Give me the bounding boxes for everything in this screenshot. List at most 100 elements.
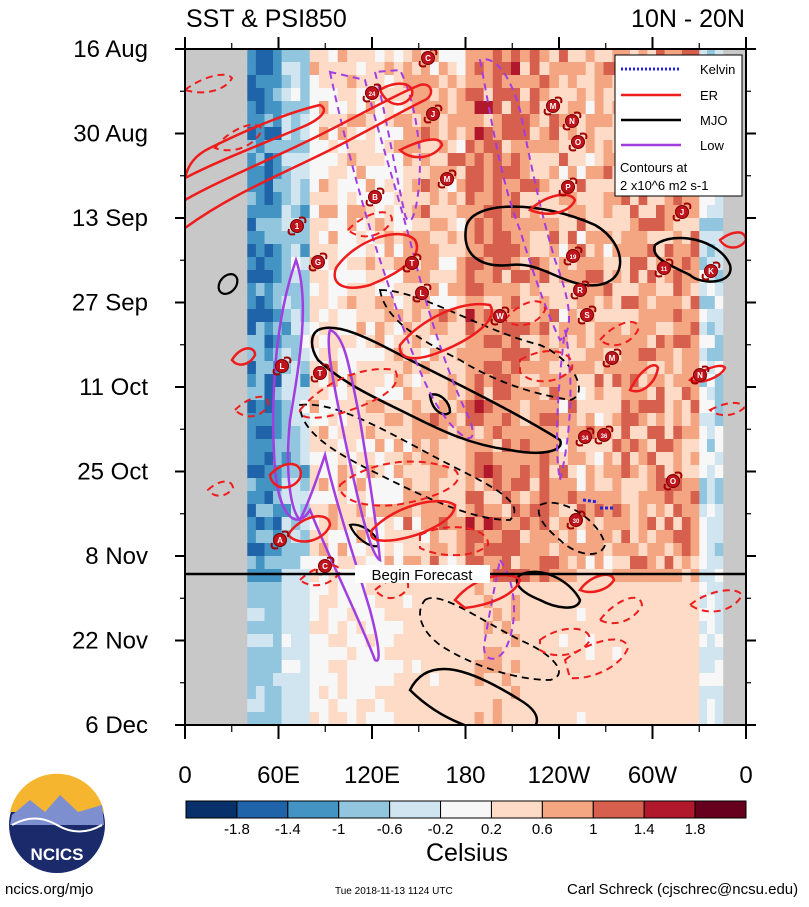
- sst-cell: [638, 361, 648, 375]
- sst-cell: [438, 517, 449, 531]
- sst-cell: [621, 699, 631, 713]
- sst-cell: [255, 556, 266, 570]
- sst-cell: [714, 322, 724, 336]
- sst-cell: [347, 699, 357, 713]
- er-contour-negative: [598, 320, 640, 347]
- sst-cell: [511, 192, 521, 206]
- sst-cell: [403, 127, 413, 141]
- sst-cell: [347, 504, 357, 518]
- sst-cell: [690, 205, 700, 219]
- sst-cell: [393, 686, 404, 700]
- sst-cell: [356, 309, 367, 323]
- sst-cell: [549, 530, 560, 544]
- sst-cell: [603, 400, 613, 414]
- sst-cell: [375, 88, 385, 102]
- sst-cell: [520, 712, 531, 725]
- sst-cell: [603, 270, 613, 284]
- sst-cell: [656, 335, 666, 349]
- sst-cell: [549, 413, 560, 427]
- sst-cell: [699, 699, 708, 713]
- sst-cell: [501, 621, 512, 635]
- sst-cell: [483, 556, 494, 570]
- sst-cell: [255, 413, 266, 427]
- sst-cell: [474, 179, 485, 193]
- sst-cell: [319, 218, 329, 232]
- sst-cell: [273, 153, 283, 167]
- sst-cell: [656, 647, 666, 661]
- sst-cell: [585, 556, 596, 570]
- sst-cell: [483, 387, 494, 401]
- sst-cell: [438, 231, 449, 245]
- sst-cell: [529, 309, 541, 323]
- sst-cell: [559, 673, 569, 687]
- sst-cell: [621, 595, 631, 609]
- sst-cell: [309, 88, 320, 102]
- sst-cell: [328, 114, 339, 128]
- colorbar-tick-label: 1: [589, 821, 597, 838]
- sst-cell: [375, 140, 385, 154]
- sst-cell: [714, 569, 724, 583]
- sst-cell: [429, 296, 440, 310]
- sst-cell: [664, 543, 674, 557]
- sst-cell: [309, 49, 320, 63]
- storm-marker: A: [270, 530, 290, 550]
- sst-cell: [707, 608, 716, 622]
- sst-cell: [483, 712, 494, 725]
- sst-cell: [501, 283, 512, 297]
- sst-cell: [365, 114, 376, 128]
- sst-cell: [465, 634, 476, 648]
- sst-cell: [281, 335, 292, 349]
- sst-cell: [656, 582, 666, 596]
- sst-cell: [699, 452, 708, 466]
- sst-cell: [356, 387, 367, 401]
- sst-cell: [264, 218, 274, 232]
- sst-cell: [699, 387, 708, 401]
- sst-cell: [690, 465, 700, 479]
- sst-cell: [347, 205, 357, 219]
- sst-cell: [255, 283, 266, 297]
- sst-cell: [699, 634, 708, 648]
- sst-cell: [412, 153, 422, 167]
- sst-cell: [483, 348, 494, 362]
- sst-cell: [520, 257, 531, 271]
- sst-cell: [664, 400, 674, 414]
- mjo-contour: [428, 393, 452, 416]
- sst-cell: [438, 439, 449, 453]
- sst-cell: [647, 569, 657, 583]
- sst-cell: [264, 335, 274, 349]
- sst-cell: [281, 101, 292, 115]
- sst-cell: [690, 543, 700, 557]
- sst-cell: [384, 400, 395, 414]
- sst-cell: [612, 582, 622, 596]
- sst-cell: [255, 309, 266, 323]
- sst-cell: [529, 296, 541, 310]
- storm-marker-label: 36: [601, 434, 608, 440]
- sst-cell: [456, 517, 467, 531]
- sst-cell: [384, 309, 395, 323]
- sst-cell: [559, 153, 569, 167]
- sst-cell: [264, 517, 274, 531]
- sst-cell: [474, 452, 485, 466]
- er-contour: [378, 82, 414, 106]
- sst-cell: [356, 439, 367, 453]
- sst-cell: [594, 309, 605, 323]
- sst-cell: [375, 257, 385, 271]
- sst-cell: [412, 374, 422, 388]
- sst-cell: [539, 322, 550, 336]
- sst-cell: [356, 75, 367, 89]
- sst-cell: [576, 686, 587, 700]
- sst-cell: [365, 166, 376, 180]
- sst-cell: [690, 699, 700, 713]
- sst-cell: [421, 608, 431, 622]
- sst-cell: [539, 452, 550, 466]
- sst-cell: [664, 244, 674, 258]
- sst-cell: [319, 62, 329, 76]
- sst-cell: [255, 296, 266, 310]
- sst-cell: [456, 673, 467, 687]
- sst-cell: [511, 504, 521, 518]
- sst-cell: [594, 543, 605, 557]
- sst-cell: [281, 140, 292, 154]
- sst-cell: [511, 231, 521, 245]
- sst-cell: [309, 153, 320, 167]
- sst-cell: [255, 634, 266, 648]
